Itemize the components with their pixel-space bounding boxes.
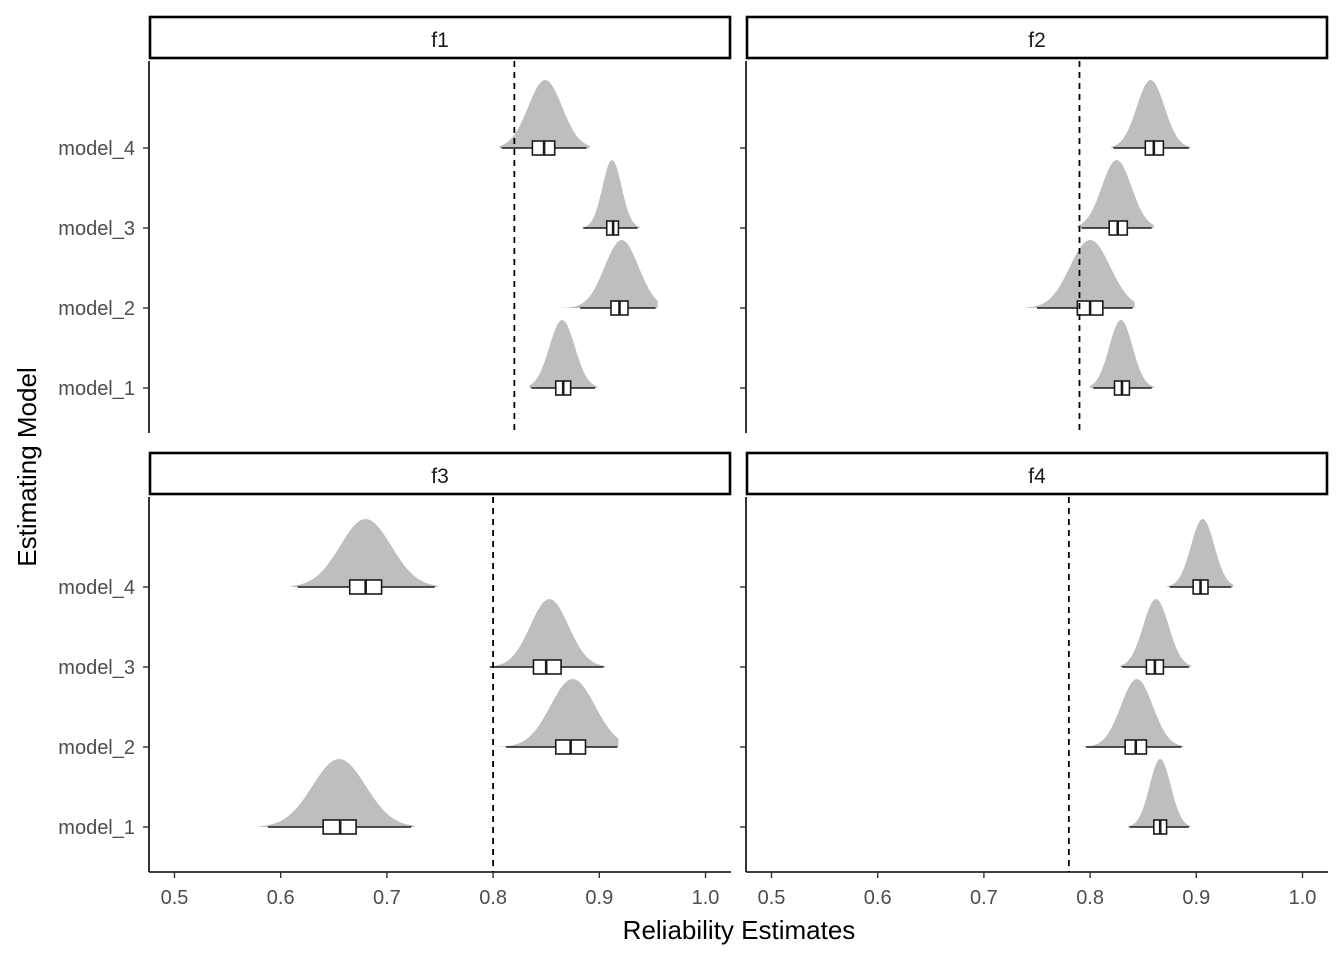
facet-label-f1: f1 — [431, 29, 449, 52]
density-f1-model_3 — [581, 160, 640, 228]
y-tick-label-model_2: model_2 — [58, 298, 135, 320]
x-axis-title-group: Reliability Estimates — [623, 915, 856, 945]
x-tick-label: 1.0 — [692, 887, 720, 909]
density-f4-model_3 — [1119, 599, 1191, 667]
density-f4-model_1 — [1127, 759, 1191, 827]
facet-label-f2: f2 — [1028, 29, 1046, 52]
facet-label-f4: f4 — [1028, 465, 1046, 488]
density-f1-model_1 — [529, 320, 598, 388]
x-tick-label: 0.7 — [373, 887, 401, 909]
density-f4-model_4 — [1166, 519, 1234, 587]
facet-strip-f2 — [745, 15, 1329, 60]
facet-f1: f1 model_1 model_2 model_3 model_4 — [58, 15, 732, 433]
y-tick-label-model_3: model_3 — [58, 657, 135, 679]
x-tick-label: 0.6 — [864, 887, 892, 909]
x-tick-label: 0.7 — [970, 887, 998, 909]
density-f4-model_2 — [1079, 679, 1184, 747]
x-tick-label: 0.5 — [758, 887, 786, 909]
density-f1-model_4 — [499, 80, 590, 148]
x-tick-label: 0.9 — [1182, 887, 1210, 909]
density-f3-model_4 — [291, 519, 438, 587]
y-tick-label-model_4: model_4 — [58, 577, 135, 599]
x-tick-label: 0.8 — [479, 887, 507, 909]
y-tick-label-model_1: model_1 — [58, 817, 135, 839]
facet-strip-f1 — [148, 15, 732, 60]
density-f3-model_2 — [493, 679, 619, 747]
y-tick-label-model_2: model_2 — [58, 737, 135, 759]
x-tick-label: 0.6 — [267, 887, 295, 909]
density-f2-model_3 — [1077, 160, 1154, 228]
density-f2-model_1 — [1090, 320, 1154, 388]
y-tick-label-model_3: model_3 — [58, 218, 135, 240]
x-tick-label: 0.9 — [585, 887, 613, 909]
density-f3-model_3 — [487, 599, 606, 667]
facet-f4: f4 0.5 0.6 0.7 0.8 0.9 1.0 — [740, 451, 1329, 909]
facet-f2: f2 — [740, 15, 1329, 433]
facet-f3: f3 0.5 0.6 0.7 0.8 0.9 1.0 model_1 model_2 model_… — [58, 451, 732, 909]
y-tick-label-model_1: model_1 — [58, 378, 135, 400]
density-f3-model_1 — [259, 759, 415, 827]
density-f2-model_4 — [1111, 80, 1191, 148]
facet-label-f3: f3 — [431, 465, 449, 488]
density-f2-model_2 — [1026, 240, 1135, 308]
facet-strip-f3 — [148, 451, 732, 496]
facet-strip-f4 — [745, 451, 1329, 496]
x-tick-label: 1.0 — [1289, 887, 1317, 909]
facet-panels: f1 model_1 model_2 model_3 model_4 f2 f3 0.5 0.6… — [58, 15, 1329, 909]
x-axis-title: Reliability Estimates — [623, 915, 856, 945]
x-tick-label: 0.8 — [1076, 887, 1104, 909]
x-tick-label: 0.5 — [161, 887, 189, 909]
y-tick-label-model_4: model_4 — [58, 138, 135, 160]
y-axis-title-group: Estimating Model — [12, 367, 42, 566]
y-axis-title: Estimating Model — [12, 367, 42, 566]
density-f1-model_2 — [544, 240, 658, 308]
